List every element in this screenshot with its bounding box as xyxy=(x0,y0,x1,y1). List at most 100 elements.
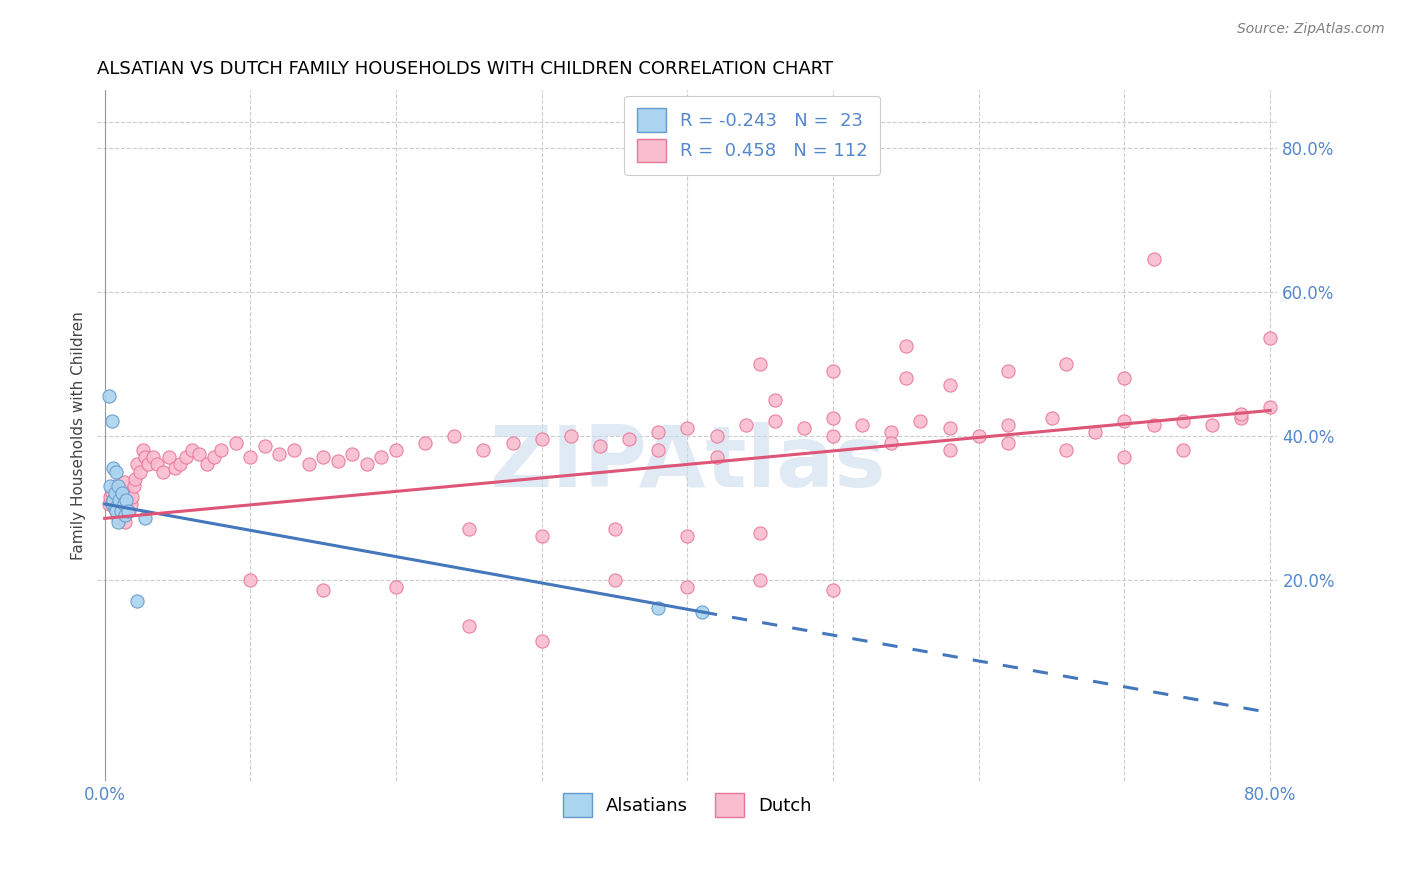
Point xyxy=(146,458,169,472)
Y-axis label: Family Households with Children: Family Households with Children xyxy=(72,311,86,560)
Point xyxy=(108,486,131,500)
Point xyxy=(851,417,873,432)
Point xyxy=(101,497,124,511)
Point xyxy=(676,529,699,543)
Point xyxy=(385,443,408,458)
Point xyxy=(115,493,138,508)
Point xyxy=(356,458,378,472)
Point xyxy=(530,432,553,446)
Point xyxy=(312,450,335,465)
Point xyxy=(111,483,134,497)
Point xyxy=(823,364,845,378)
Point xyxy=(763,392,786,407)
Point xyxy=(472,443,495,458)
Point xyxy=(880,425,903,439)
Point xyxy=(202,450,225,465)
Point xyxy=(1258,331,1281,345)
Point xyxy=(110,504,132,518)
Point xyxy=(105,504,128,518)
Point xyxy=(647,425,669,439)
Point xyxy=(98,389,121,403)
Point xyxy=(530,633,553,648)
Point xyxy=(823,583,845,598)
Point xyxy=(1230,410,1253,425)
Point xyxy=(239,573,262,587)
Point xyxy=(114,508,136,522)
Point xyxy=(112,497,135,511)
Point xyxy=(894,371,917,385)
Point xyxy=(134,450,156,465)
Point xyxy=(103,493,125,508)
Point xyxy=(457,522,479,536)
Point xyxy=(122,479,145,493)
Point xyxy=(181,443,204,458)
Point xyxy=(283,443,305,458)
Point xyxy=(125,594,148,608)
Point xyxy=(997,364,1019,378)
Point xyxy=(115,500,138,515)
Point xyxy=(749,525,772,540)
Point xyxy=(734,417,756,432)
Point xyxy=(253,439,276,453)
Point xyxy=(111,486,134,500)
Legend: Alsatians, Dutch: Alsatians, Dutch xyxy=(555,786,820,824)
Point xyxy=(706,450,728,465)
Point xyxy=(793,421,815,435)
Point xyxy=(128,465,150,479)
Point xyxy=(1201,417,1223,432)
Text: ALSATIAN VS DUTCH FAMILY HOUSEHOLDS WITH CHILDREN CORRELATION CHART: ALSATIAN VS DUTCH FAMILY HOUSEHOLDS WITH… xyxy=(97,60,834,78)
Point xyxy=(1114,371,1136,385)
Point xyxy=(107,515,129,529)
Point xyxy=(239,450,262,465)
Point xyxy=(120,497,142,511)
Point xyxy=(125,458,148,472)
Point xyxy=(101,414,124,428)
Point xyxy=(107,479,129,493)
Point xyxy=(108,493,131,508)
Point xyxy=(107,511,129,525)
Point xyxy=(100,490,122,504)
Point xyxy=(105,504,128,518)
Point xyxy=(823,428,845,442)
Point xyxy=(112,475,135,490)
Point xyxy=(749,357,772,371)
Point xyxy=(104,500,127,515)
Point xyxy=(1114,450,1136,465)
Point xyxy=(457,619,479,633)
Point xyxy=(117,486,139,500)
Point xyxy=(124,472,146,486)
Point xyxy=(617,432,640,446)
Point xyxy=(910,414,932,428)
Point xyxy=(110,500,132,515)
Point xyxy=(1171,443,1194,458)
Point xyxy=(342,447,364,461)
Point xyxy=(100,479,122,493)
Point xyxy=(118,504,141,518)
Point xyxy=(104,479,127,493)
Point xyxy=(749,573,772,587)
Point xyxy=(195,458,218,472)
Point xyxy=(385,580,408,594)
Point xyxy=(603,522,626,536)
Point xyxy=(1142,252,1164,267)
Point xyxy=(1054,443,1077,458)
Point xyxy=(98,497,121,511)
Point xyxy=(997,435,1019,450)
Point xyxy=(690,605,713,619)
Point xyxy=(370,450,392,465)
Point xyxy=(502,435,524,450)
Point xyxy=(142,450,165,465)
Point xyxy=(105,500,128,515)
Point xyxy=(530,529,553,543)
Point xyxy=(938,378,960,392)
Point xyxy=(894,339,917,353)
Point xyxy=(152,465,174,479)
Point xyxy=(110,493,132,508)
Point xyxy=(269,447,291,461)
Point xyxy=(1040,410,1063,425)
Point xyxy=(880,435,903,450)
Point xyxy=(1114,414,1136,428)
Point xyxy=(647,443,669,458)
Point xyxy=(1084,425,1107,439)
Point xyxy=(676,421,699,435)
